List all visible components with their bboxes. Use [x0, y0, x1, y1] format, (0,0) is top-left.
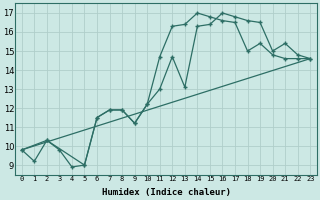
X-axis label: Humidex (Indice chaleur): Humidex (Indice chaleur)	[101, 188, 230, 197]
